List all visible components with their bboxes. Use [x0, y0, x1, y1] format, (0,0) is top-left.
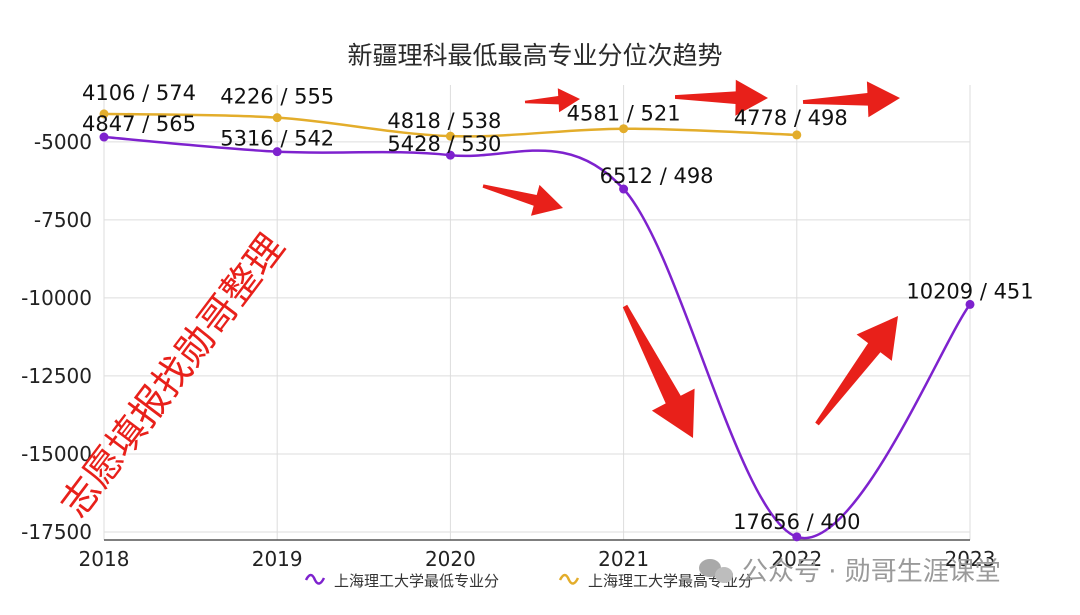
data-point — [619, 184, 629, 194]
data-label: 4847 / 565 — [82, 112, 196, 136]
data-point — [445, 150, 455, 160]
y-tick-label: -7500 — [34, 208, 92, 232]
data-label: 4106 / 574 — [82, 81, 196, 105]
data-label: 5428 / 530 — [387, 132, 501, 156]
data-point — [272, 147, 282, 157]
trend-arrow — [802, 81, 900, 118]
y-tick-label: -10000 — [21, 286, 92, 310]
x-tick-label: 2023 — [945, 547, 996, 571]
data-label: 17656 / 400 — [733, 510, 860, 534]
legend: 上海理工大学最低专业分 上海理工大学最高专业分 — [304, 572, 753, 590]
data-label: 4778 / 498 — [734, 106, 848, 130]
brand-watermark: 公众号 · 勋哥生涯课堂 — [699, 557, 1001, 587]
data-point — [619, 124, 629, 134]
y-tick-label: -17500 — [21, 520, 92, 544]
grid-layer: -5000 -7500 -10000 -12500 -15000 -17500 2018 20… — [21, 85, 995, 571]
data-point — [965, 299, 975, 309]
chart-title: 新疆理科最低最高专业分位次趋势 — [347, 41, 722, 70]
x-tick-label: 2020 — [425, 547, 476, 571]
data-label: 4226 / 555 — [220, 85, 334, 109]
trend-arrow — [524, 88, 580, 113]
data-point — [792, 532, 802, 542]
data-label: 10209 / 451 — [906, 279, 1033, 303]
trend-arrow — [675, 79, 768, 116]
data-label: 5316 / 542 — [220, 127, 334, 151]
data-label-layer: 4847 / 565 5316 / 542 5428 / 530 6512 / 498… — [82, 81, 1034, 534]
trend-arrow — [622, 304, 695, 438]
brand-label: 公众号 · 勋哥生涯课堂 — [742, 557, 1001, 587]
data-label: 4581 / 521 — [567, 102, 681, 126]
y-tick-label: -5000 — [34, 130, 92, 154]
annotation-arrows — [482, 79, 900, 438]
trend-arrow — [815, 316, 898, 426]
wechat-icon — [699, 559, 733, 583]
data-label: 4818 / 538 — [387, 109, 501, 133]
legend-label: 上海理工大学最低专业分 — [334, 572, 499, 590]
y-tick-label: -12500 — [21, 364, 92, 388]
data-label: 6512 / 498 — [600, 164, 714, 188]
data-point — [99, 109, 109, 119]
trend-arrow — [482, 184, 563, 216]
data-point — [445, 131, 455, 141]
data-point — [792, 130, 802, 140]
data-point — [272, 113, 282, 123]
x-tick-label: 2022 — [771, 547, 822, 571]
legend-swatch — [558, 573, 580, 585]
legend-swatch — [304, 573, 326, 585]
data-point — [99, 132, 109, 142]
x-tick-label: 2018 — [79, 547, 130, 571]
x-tick-label: 2019 — [252, 547, 303, 571]
x-tick-label: 2021 — [598, 547, 649, 571]
series-layer — [99, 109, 975, 542]
y-tick-label: -15000 — [21, 442, 92, 466]
